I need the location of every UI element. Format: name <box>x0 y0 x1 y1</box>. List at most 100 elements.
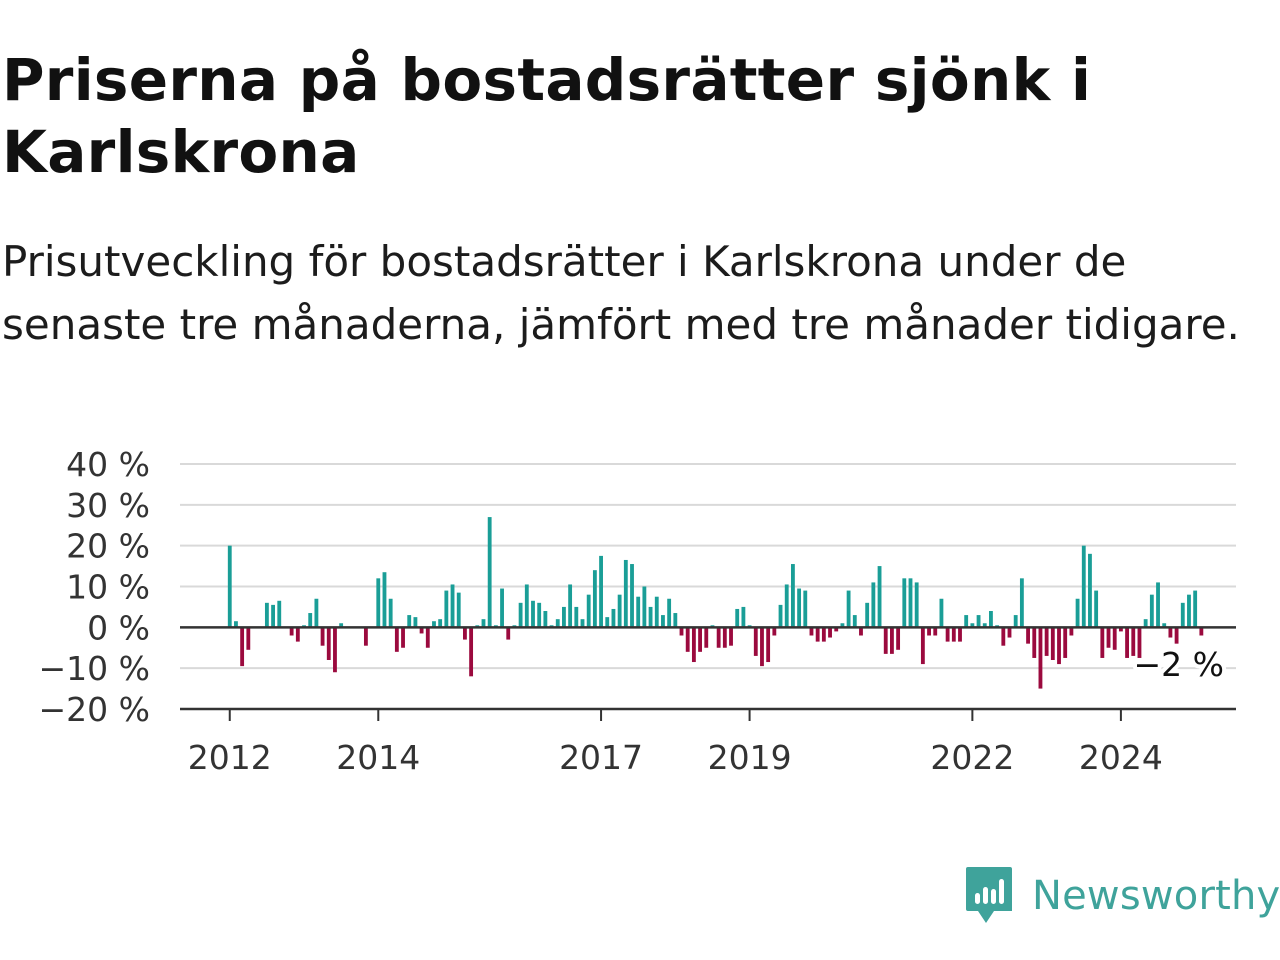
x-tick-label: 2014 <box>336 738 420 777</box>
bar <box>945 627 950 642</box>
bar <box>1032 627 1037 658</box>
bar <box>1026 627 1030 644</box>
bar <box>1199 627 1204 636</box>
bar <box>753 627 758 656</box>
bar <box>419 627 424 634</box>
bar <box>834 627 839 632</box>
bar <box>1137 627 1142 658</box>
bar <box>716 627 721 648</box>
y-tick-label: −10 % <box>39 649 151 688</box>
bar <box>877 566 882 628</box>
bar <box>989 611 993 628</box>
bar <box>729 627 733 646</box>
bar <box>1094 590 1099 628</box>
bar <box>382 572 387 628</box>
bar <box>413 617 418 628</box>
bar-chart: 40 %30 %20 %10 %0 %−10 %−20 % 2012 2014 20… <box>39 445 1236 777</box>
y-tick-label: 30 % <box>66 486 150 525</box>
bar <box>722 627 727 648</box>
bar <box>790 564 795 628</box>
newsworthy-logo-icon <box>966 867 1012 923</box>
bar <box>555 619 560 628</box>
y-tick-label: 10 % <box>66 568 150 607</box>
bar <box>388 598 393 628</box>
bar <box>951 627 956 642</box>
bar <box>264 602 269 628</box>
bar <box>661 615 665 628</box>
bar <box>667 598 672 628</box>
bar <box>871 582 876 628</box>
bar <box>809 627 814 636</box>
bar <box>1007 627 1012 638</box>
bar <box>543 611 548 628</box>
bar <box>376 578 381 628</box>
x-tick-label: 2012 <box>188 738 272 777</box>
bar <box>562 606 566 628</box>
bar <box>1118 627 1123 632</box>
bar <box>914 582 919 628</box>
bar <box>438 619 443 628</box>
bar <box>1162 623 1167 628</box>
bar <box>630 564 634 628</box>
bar <box>1143 619 1148 628</box>
y-axis-tick-labels: 40 %30 %20 %10 %0 %−10 %−20 % <box>39 445 151 729</box>
bar <box>859 627 863 636</box>
bar <box>1131 627 1136 656</box>
bar <box>735 608 740 628</box>
bar <box>1063 627 1068 658</box>
bar <box>240 627 245 667</box>
bar <box>797 588 802 628</box>
x-tick-label: 2017 <box>559 738 643 777</box>
bar <box>939 598 944 628</box>
bar <box>592 570 597 628</box>
x-tick-label: 2019 <box>708 738 792 777</box>
bar <box>531 600 535 628</box>
bar <box>920 627 925 665</box>
bar <box>691 627 696 663</box>
bar <box>964 615 969 628</box>
bar <box>246 627 251 650</box>
bar <box>1038 627 1043 689</box>
bar <box>982 623 987 628</box>
x-axis-tick-labels: 2012 2014 2017 2019 2022 2024 <box>188 738 1163 777</box>
bar <box>673 613 678 628</box>
bar <box>450 584 455 628</box>
bar <box>976 615 981 628</box>
bar <box>1057 627 1061 665</box>
bar <box>1112 627 1117 650</box>
bar <box>1069 627 1074 636</box>
bar <box>314 598 319 628</box>
bar <box>772 627 777 636</box>
bar <box>1180 602 1185 628</box>
bar <box>295 627 300 642</box>
bar <box>506 627 511 640</box>
bar <box>580 619 585 628</box>
bar <box>803 590 808 628</box>
bar <box>970 623 975 628</box>
bar <box>958 627 962 642</box>
bar <box>586 594 591 628</box>
bar <box>568 584 573 628</box>
bar <box>1187 594 1191 628</box>
chart-title: Priserna på bostadsrätter sjönk i Karlsk… <box>2 46 1092 186</box>
bar <box>741 606 746 628</box>
bar <box>1106 627 1111 648</box>
bar <box>1125 627 1129 658</box>
bar <box>339 623 344 628</box>
bar <box>432 621 436 628</box>
x-tick-label: 2024 <box>1079 738 1163 777</box>
bar <box>605 617 610 628</box>
bar <box>890 627 894 654</box>
chart-subtitle: Prisutveckling för bostadsrätter i Karls… <box>2 237 1240 349</box>
bar <box>623 559 628 628</box>
bar <box>611 608 616 628</box>
bar <box>617 594 622 628</box>
bar <box>902 578 907 628</box>
bar <box>308 613 313 628</box>
bar <box>840 623 845 628</box>
bar <box>1156 582 1160 628</box>
bar <box>1019 578 1024 628</box>
bar <box>599 555 603 628</box>
bar <box>698 627 702 652</box>
bar <box>766 627 771 663</box>
